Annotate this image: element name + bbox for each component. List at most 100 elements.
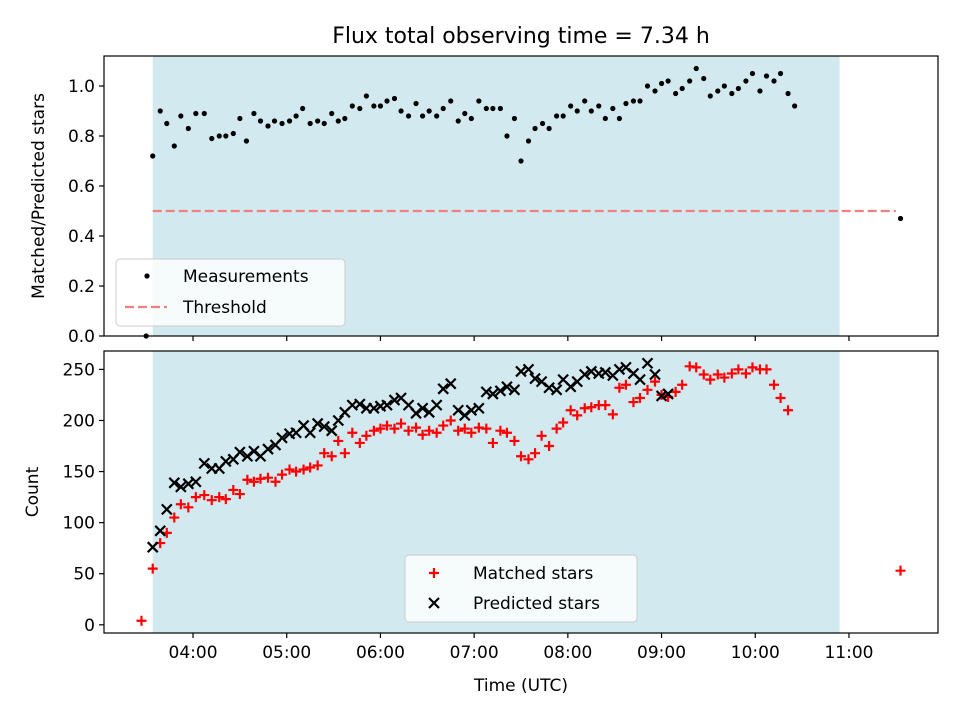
data-point [735, 85, 742, 92]
data-point [234, 489, 245, 500]
axes-frame [103, 350, 939, 634]
data-point [257, 118, 264, 124]
data-point [544, 441, 555, 452]
data-point [209, 135, 215, 142]
data-point [574, 108, 580, 114]
data-point [445, 415, 456, 426]
y-tick-label: 1.0 [68, 77, 95, 97]
data-point [417, 429, 428, 440]
data-point [357, 105, 363, 112]
data-point [607, 409, 618, 420]
data-point [476, 98, 482, 104]
legend-marker-predicted [428, 597, 440, 609]
data-point [321, 120, 327, 127]
data-point [582, 98, 588, 104]
data-point [529, 372, 541, 385]
data-point [546, 125, 552, 132]
data-point [175, 481, 187, 493]
data-point [729, 90, 735, 97]
data-point [444, 377, 457, 390]
data-point [371, 103, 377, 109]
data-point [339, 448, 350, 459]
data-point [214, 492, 225, 503]
data-point [368, 425, 379, 436]
data-point [501, 427, 512, 438]
data-point [665, 78, 671, 84]
data-point [319, 448, 330, 459]
data-point [332, 414, 345, 427]
data-point [749, 70, 756, 77]
data-point [600, 400, 611, 411]
data-point [473, 402, 485, 414]
data-point [487, 437, 498, 448]
data-point [154, 525, 167, 537]
data-point [242, 474, 253, 485]
data-point [743, 78, 749, 84]
data-point [650, 376, 661, 387]
data-point [293, 113, 299, 119]
data-point [199, 490, 210, 501]
data-point [536, 430, 547, 441]
data-point [335, 118, 341, 124]
data-point [572, 410, 583, 421]
data-point [171, 143, 177, 149]
data-point [733, 364, 744, 375]
data-point [616, 115, 622, 122]
data-point [687, 78, 693, 84]
legend: Matched stars Predicted stars [404, 554, 638, 623]
y-tick-label: 0.8 [68, 127, 95, 147]
legend: Measurements Threshold [115, 258, 346, 327]
data-point [623, 100, 629, 107]
data-point [183, 502, 194, 513]
data-point [726, 368, 737, 379]
data-point [662, 388, 674, 400]
data-point [578, 368, 591, 381]
data-point [693, 65, 699, 72]
data-point [284, 464, 295, 475]
data-point [190, 492, 201, 503]
data-point [426, 108, 432, 114]
data-point [568, 103, 574, 109]
series-matched-stars [136, 361, 906, 626]
data-point [251, 110, 257, 117]
data-point [326, 451, 337, 462]
y-tick-label: 150 [63, 463, 95, 483]
data-point [147, 563, 158, 574]
data-point [136, 615, 147, 626]
data-point [405, 113, 412, 119]
data-point [504, 133, 510, 139]
data-point [234, 446, 246, 458]
x-tick-label: 09:00 [637, 643, 686, 663]
data-point [596, 103, 602, 109]
data-point [276, 432, 288, 444]
data-point [652, 88, 658, 94]
data-point [333, 435, 344, 446]
data-point [230, 130, 236, 137]
data-point [377, 103, 384, 109]
data-point [237, 115, 243, 122]
data-point [329, 110, 335, 117]
data-point [763, 73, 770, 79]
y-tick-label: 50 [73, 565, 95, 585]
data-point [270, 476, 281, 487]
x-tick-label: 11:00 [824, 643, 873, 663]
series-measurements [143, 65, 904, 339]
y-tick-label: 0.4 [68, 227, 95, 247]
data-point [495, 425, 506, 436]
y-tick-label: 200 [63, 411, 95, 431]
data-point [430, 399, 443, 411]
data-point [677, 379, 688, 390]
data-point [715, 88, 721, 94]
data-point [641, 357, 654, 370]
data-point [175, 499, 186, 510]
data-point [462, 110, 468, 117]
data-point [455, 118, 461, 124]
series-predicted-stars [146, 357, 674, 553]
data-point [381, 399, 393, 411]
data-point [679, 85, 685, 92]
data-point [468, 115, 474, 122]
data-point [459, 423, 470, 434]
data-point [424, 425, 435, 436]
data-point [560, 113, 566, 119]
